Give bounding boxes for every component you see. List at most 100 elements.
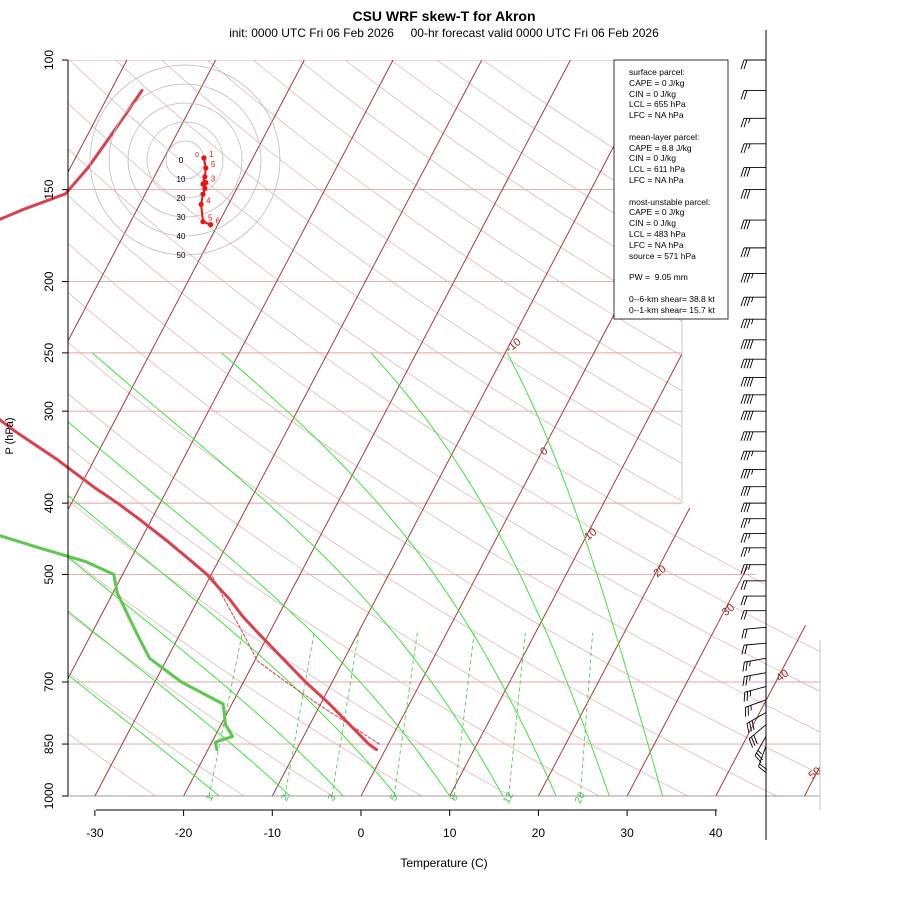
- moist-adiabat-line: [68, 352, 220, 796]
- dry-adiabat-line: [68, 60, 156, 796]
- moist-adiabat-line: [68, 352, 397, 796]
- hodograph-height-label: 5: [208, 214, 213, 223]
- info-ml-header: mean-layer parcel:: [629, 132, 699, 142]
- dry-adiabat-line: [68, 60, 511, 796]
- y-tick-label: 850: [42, 734, 56, 754]
- x-tick-label: 10: [443, 826, 457, 840]
- hodograph-point: [201, 155, 207, 161]
- mixing-ratio-label: 1: [204, 793, 217, 803]
- hodograph-ring: [89, 64, 281, 256]
- wind-barb: [740, 117, 766, 128]
- y-tick-label: 700: [42, 672, 56, 692]
- isotherm-line: [68, 60, 217, 796]
- profile-layer: [0, 89, 380, 752]
- info-ml-lfc: LFC = NA hPa: [629, 175, 684, 185]
- hodograph-point: [198, 201, 204, 207]
- wind-barb: [740, 219, 766, 230]
- isotherm-line: [893, 60, 900, 796]
- info-shear-0-1: 0--1-km shear= 15.7 kt: [629, 305, 715, 315]
- wind-barb: [740, 502, 766, 513]
- chart-title: CSU WRF skew-T for Akron: [352, 8, 535, 24]
- wind-barb: [740, 547, 766, 557]
- info-box-frame: [613, 59, 729, 320]
- x-tick-label: 30: [620, 826, 634, 840]
- wind-barb: [740, 296, 766, 307]
- wind-barb: [742, 657, 767, 672]
- dry-adiabat-line: [69, 60, 820, 796]
- isotherm-line: [68, 60, 305, 796]
- parcel-info-box: surface parcel: CAPE = 0 J/kg CIN = 0 J/…: [613, 59, 729, 320]
- wind-barb: [740, 189, 766, 199]
- mixing-ratio-label: 2: [279, 793, 292, 803]
- y-tick-label: 100: [42, 50, 56, 70]
- wind-barb: [740, 595, 766, 606]
- wind-barb: [740, 564, 766, 574]
- wind-barb: [740, 580, 766, 590]
- dry-adiabat-line: [68, 60, 820, 796]
- wind-barb: [740, 318, 766, 329]
- hodograph-height-label: 4: [206, 196, 211, 205]
- info-mu-lcl: LCL = 483 hPa: [629, 229, 686, 239]
- moist-adiabat-line: [370, 352, 610, 796]
- wind-barb: [740, 410, 766, 421]
- hodograph-point: [203, 165, 209, 171]
- hodograph-trace: [200, 157, 211, 226]
- y-axis-label: P (hPa): [4, 417, 16, 454]
- info-ml-cape: CAPE = 8.8 J/kg: [629, 143, 692, 153]
- dry-adiabat-line: [207, 60, 820, 796]
- wind-barb: [740, 610, 766, 620]
- wind-barb: [740, 394, 766, 404]
- hodograph-ring-label: 40: [177, 232, 186, 241]
- wind-barb: [742, 672, 767, 686]
- hodograph-point: [202, 185, 208, 191]
- moist-adiabat-line: [68, 352, 291, 796]
- wind-barb: [740, 377, 766, 387]
- dry-adiabat-line: [68, 60, 820, 796]
- dry-adiabat-line: [253, 60, 820, 796]
- wind-barb: [740, 247, 766, 258]
- hodograph-ring: [165, 140, 205, 180]
- hodograph-height-label: 5: [211, 160, 216, 169]
- dry-adiabat-line: [68, 60, 820, 796]
- y-tick-label: 300: [42, 401, 56, 421]
- info-ml-lcl: LCL = 611 hPa: [629, 164, 685, 174]
- info-mu-cape: CAPE = 0 J/kg: [629, 207, 685, 217]
- wind-barb: [740, 358, 766, 369]
- moist-adiabat-line: [92, 352, 504, 796]
- wind-barb: [754, 736, 767, 763]
- mixing-ratio-label: 12: [501, 790, 516, 805]
- parcel-path: [210, 573, 380, 745]
- dry-adiabat-line: [68, 60, 820, 796]
- wind-barb: [740, 533, 766, 543]
- x-axis-label: Temperature (C): [400, 856, 487, 870]
- mixing-ratio-line: [453, 632, 475, 796]
- y-tick-label: 200: [42, 271, 56, 291]
- wind-barb: [746, 712, 767, 733]
- info-mu-source: source = 571 hPa: [629, 251, 696, 261]
- isotherm-line: [626, 60, 820, 796]
- isotherm-line: [68, 60, 128, 796]
- wind-barb: [740, 450, 766, 461]
- isotherm-label: 30: [720, 602, 737, 619]
- isotherm-line: [94, 60, 483, 796]
- isotherm-line: [271, 60, 660, 796]
- isotherm-label: 10: [582, 526, 599, 543]
- y-tick-label: 1000: [42, 782, 56, 809]
- mixing-ratio-label: 3: [326, 793, 339, 803]
- moist-adiabat-line: [68, 352, 344, 796]
- wind-barb: [740, 167, 766, 177]
- dry-adiabat-line: [115, 60, 820, 796]
- dry-adiabat-line: [68, 60, 600, 796]
- info-pw: PW = 9.05 mm: [629, 272, 688, 282]
- wind-barb: [740, 486, 766, 496]
- wind-barb: [740, 59, 766, 70]
- x-tick-label: 40: [709, 826, 723, 840]
- moist-adiabat-line: [221, 352, 557, 796]
- wind-barb: [740, 143, 766, 154]
- x-tick-label: 0: [358, 826, 365, 840]
- hodograph-point: [200, 219, 206, 225]
- isotherm-line: [715, 60, 820, 796]
